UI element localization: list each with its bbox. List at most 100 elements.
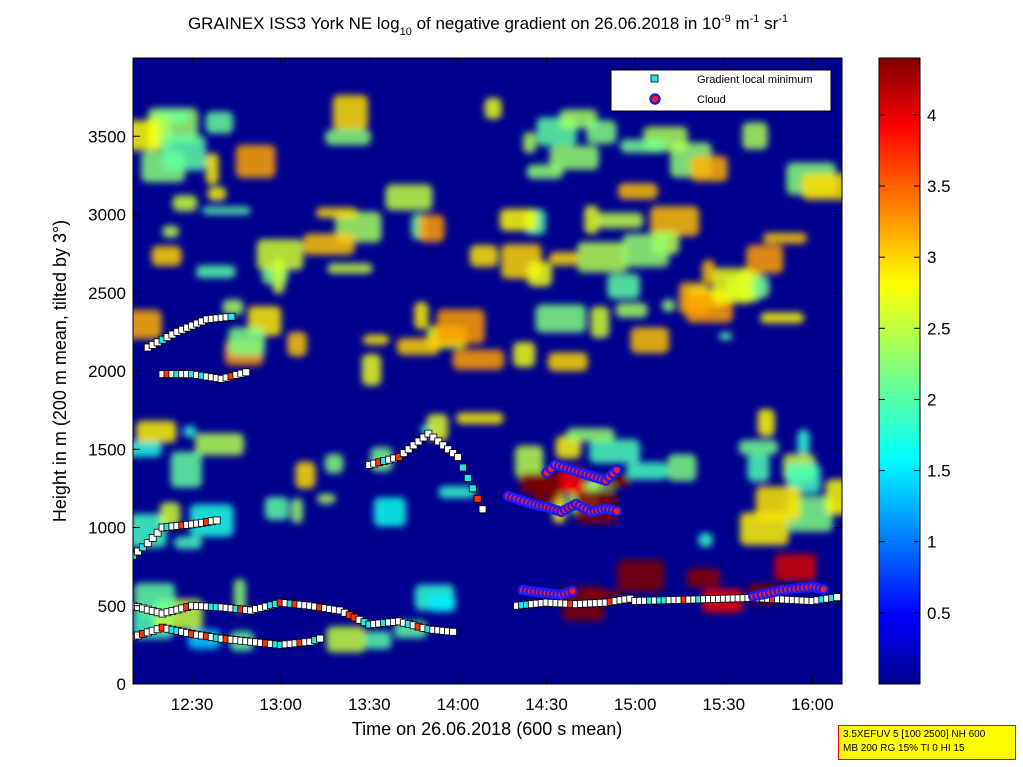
heatmap-cell [630,327,670,354]
heatmap-cell [746,244,784,274]
heatmap-cell [361,354,382,386]
gradient-minimum-marker [227,312,236,321]
gradient-minimum-marker [473,494,482,503]
heatmap-cell [452,349,505,370]
heatmap-cell [801,173,842,200]
heatmap-cell [373,497,407,527]
gradient-minimum-marker [463,474,472,482]
info-box-line1: 3.5XEFUV 5 [100 2500] NH 600 [843,729,986,740]
heatmap-cell [469,244,498,267]
chart-title: GRAINEX ISS3 York NE log10 of negative g… [188,13,788,38]
heatmap-cell [513,341,536,368]
x-tick-label: 13:00 [259,695,302,714]
colorbar-tick-label: 3.5 [927,177,951,196]
gradient-minimum-marker [439,441,448,450]
x-tick-label: 14:00 [437,695,480,714]
cloud-marker [567,585,578,597]
heatmap-cell [202,206,251,215]
heatmap-cell [620,139,667,153]
heatmap-cell [549,145,599,170]
legend-square-marker [650,74,659,83]
heatmap-cell [607,273,640,299]
gradient-minimum-marker [478,505,487,514]
gradient-minimum-marker [399,449,408,458]
heatmap-cell [617,559,665,592]
heatmap-cell [295,461,316,489]
heatmap-cell [325,129,371,146]
heatmap-cell [622,233,670,267]
heatmap-cell [738,440,779,455]
legend-circle-marker [649,93,661,105]
colorbar-tick-label: 1.5 [927,462,951,481]
heatmap-cell [135,420,177,443]
heatmap-cell [233,578,246,613]
heatmap-cell [456,412,504,424]
heatmap-cell [327,263,373,274]
gradient-minimum-marker [409,441,418,450]
heatmap-cell [499,208,538,231]
y-tick-label: 500 [98,597,126,616]
heatmap-cell [291,498,304,524]
gradient-minimum-marker [242,368,251,377]
heatmap-cell [586,120,617,144]
heatmap-cell [228,327,265,356]
heatmap-cell [133,513,167,548]
y-axis-label: Height in m (200 m mean, tilted by 3°) [50,220,70,522]
cloud-marker [611,505,623,517]
gradient-minimum-marker [458,463,467,472]
heatmap-cell [287,331,307,357]
gradient-minimum-marker [143,539,152,548]
gradient-minimum-marker [424,429,433,438]
legend: Gradient local minimum Cloud [610,69,832,112]
x-tick-label: 14:30 [525,695,568,714]
legend-label-gradient: Gradient local minimum [697,74,813,86]
heatmap-cell [747,453,770,483]
heatmap-cell [527,261,553,287]
colorbar-tick-label: 2 [927,390,936,409]
info-box-line2: MB 200 RG 15% TI 0 HI 15 [843,743,965,754]
heatmap-cell [264,496,289,521]
heatmap-cell [535,304,587,333]
heatmap-cell [590,306,610,338]
heatmap-cell [739,512,789,546]
heatmap-cell [324,453,344,474]
heatmap-cell [755,486,801,521]
gradient-minimum-marker [414,437,423,446]
heatmap-cell [712,268,753,304]
gradient-minimum-marker [449,627,457,636]
heatmap-cell [151,245,182,267]
heatmap-cell [570,480,586,491]
x-tick-label: 15:30 [703,695,746,714]
heatmap-cell [484,97,502,120]
cloud-marker [818,584,829,595]
heatmap-layers [133,95,842,653]
colorbar-gradient [878,57,921,685]
heatmap-cell [316,493,336,504]
heatmap-cell [428,594,456,612]
gradient-minimum-marker [316,634,324,643]
y-tick-label: 3000 [88,206,126,225]
x-tick-label: 16:00 [791,695,834,714]
cloud-marker [611,464,623,476]
y-tick-label: 1000 [88,519,126,538]
heatmap-cell [584,590,622,599]
heatmap-cell [365,631,392,649]
heatmap-cell [661,299,676,312]
heatmap-cell [615,302,648,318]
heatmap-cell [332,95,369,130]
colorbar-tick-label: 0.5 [927,604,951,623]
legend-box [610,69,832,112]
heatmap-cell [326,626,366,653]
y-tick-label: 3500 [88,127,126,146]
heatmap-cell [256,239,304,270]
heatmap-cell [686,568,721,588]
y-axis-ticks: 0 500 1000 1500 2000 2500 3000 3500 [88,127,842,694]
heatmap-cell [438,486,476,499]
heatmap-cell [170,451,202,488]
heatmap-cell [414,301,429,330]
heatmap-cell [172,195,198,212]
heatmap-cell [385,184,433,211]
gradient-minimum-markers [133,312,841,649]
gradient-minimum-marker [148,534,157,542]
gradient-minimum-marker [404,445,413,454]
